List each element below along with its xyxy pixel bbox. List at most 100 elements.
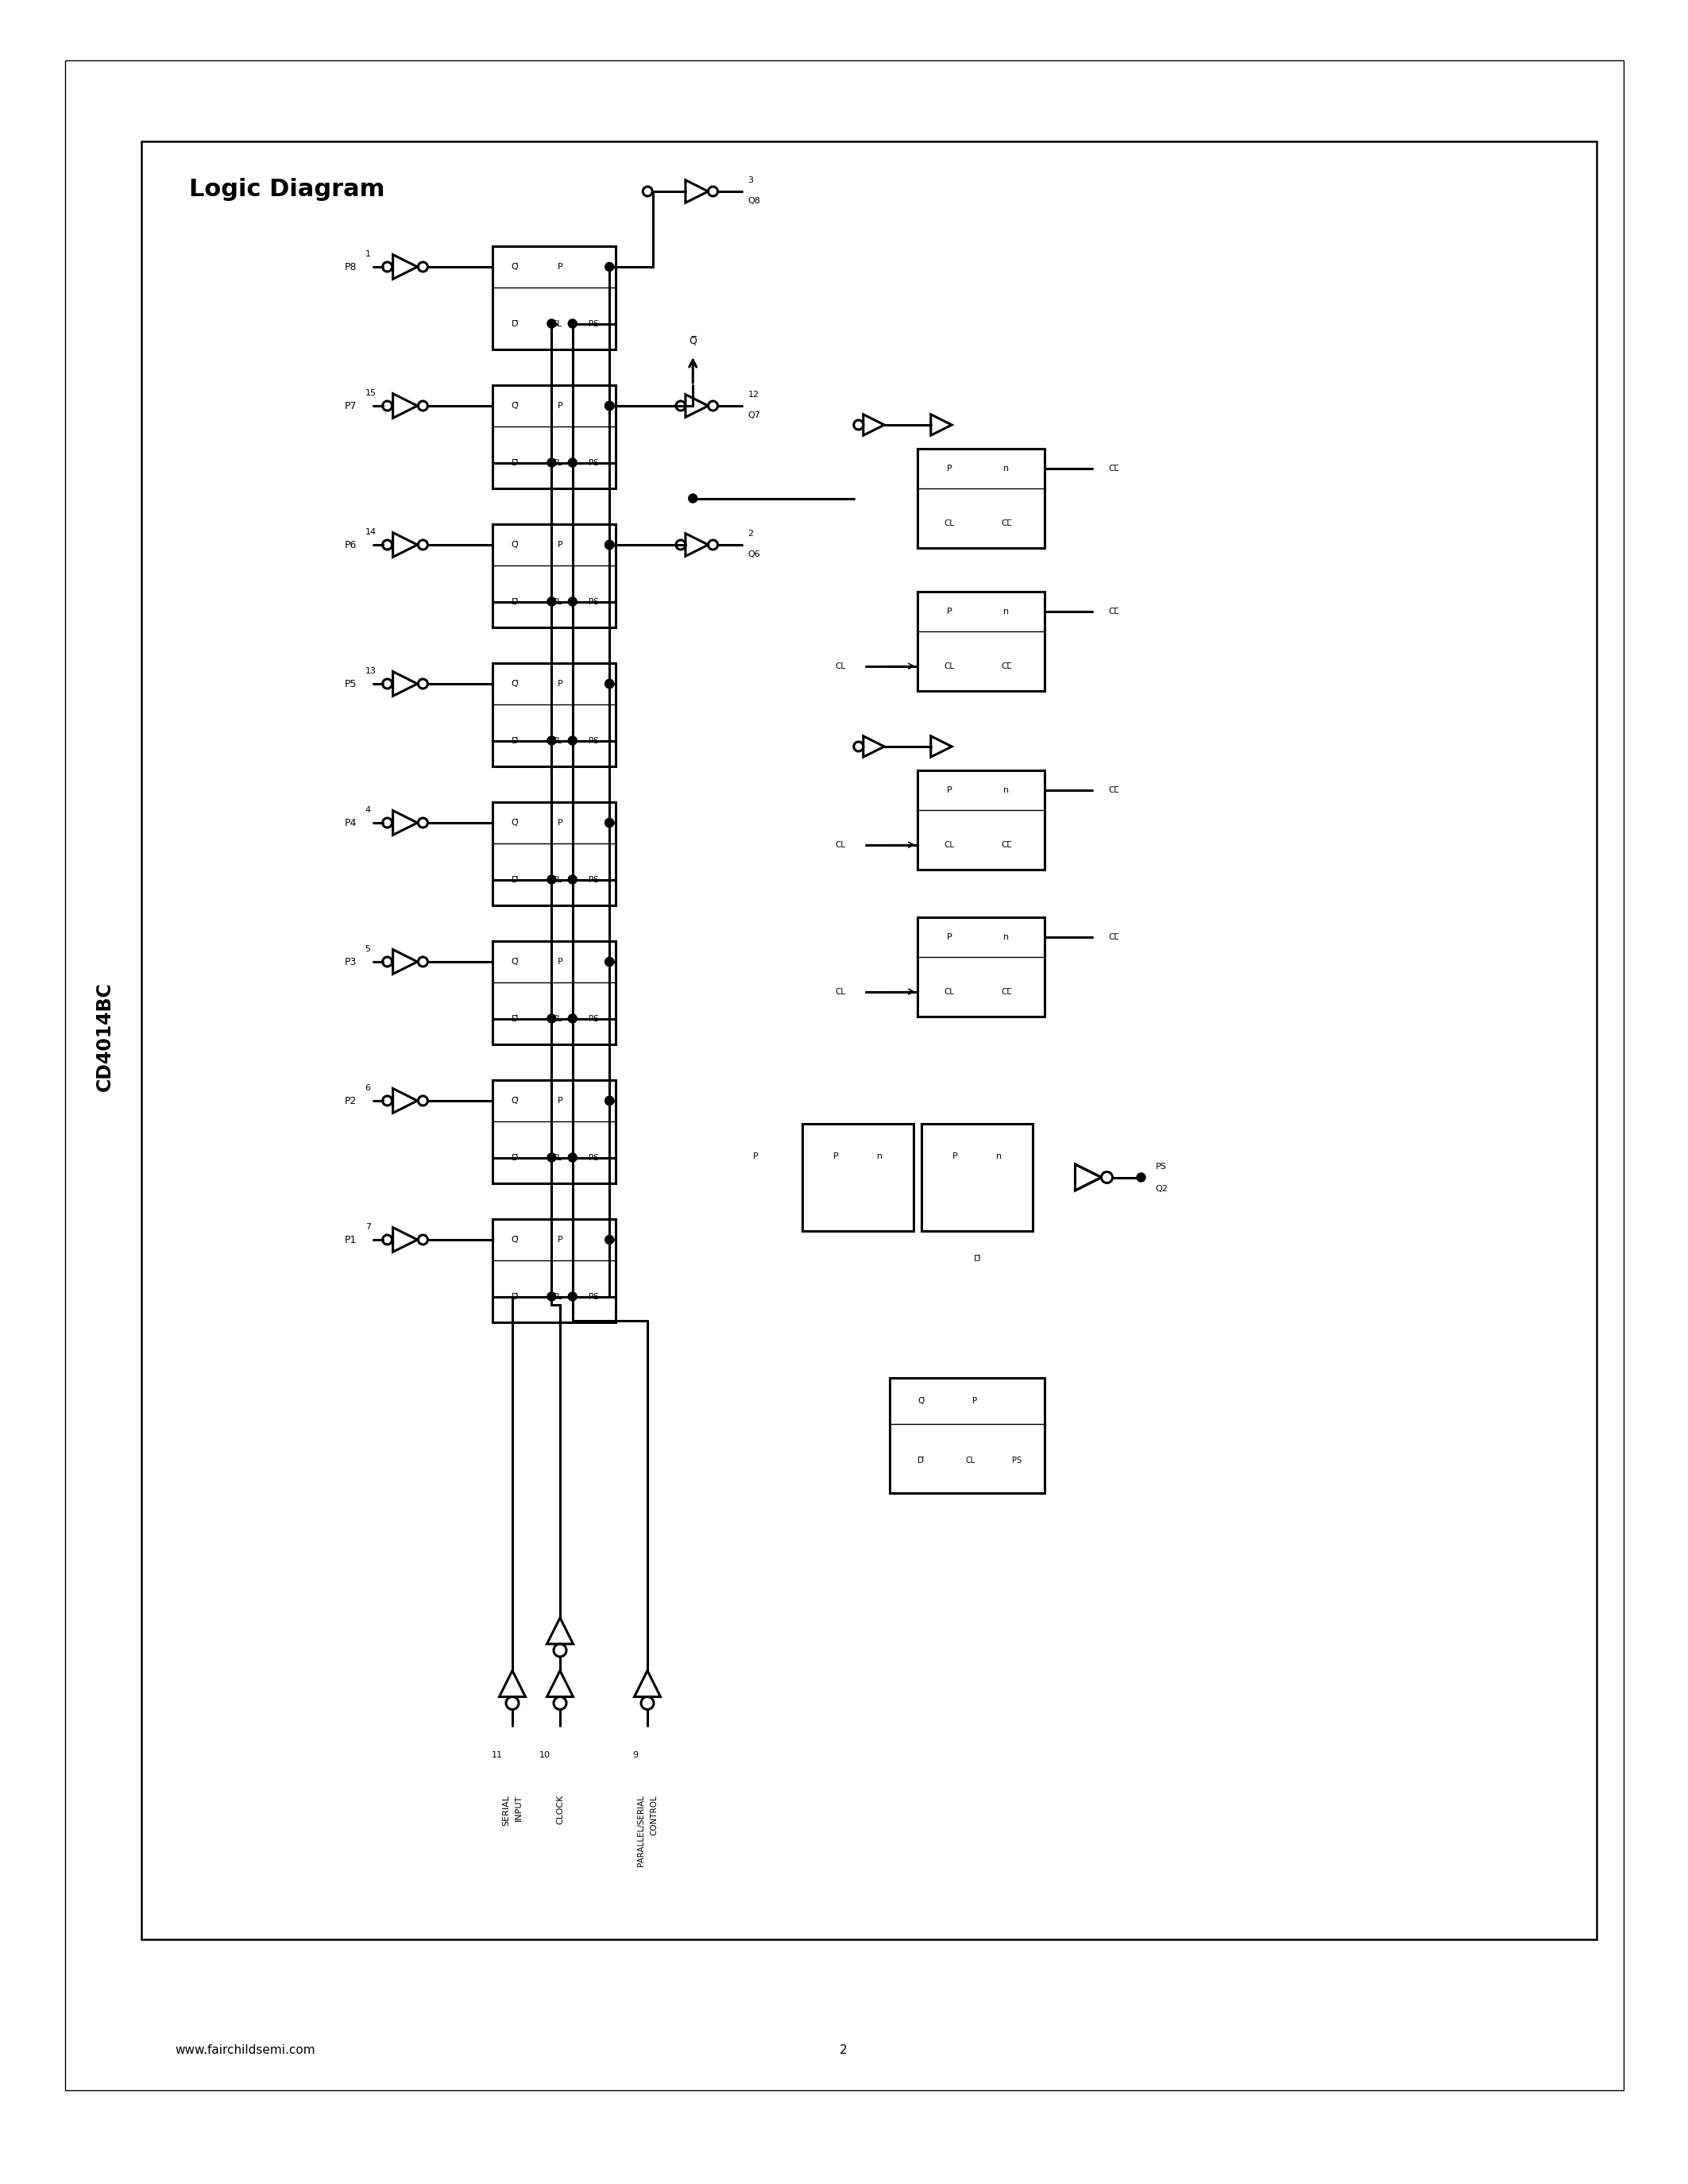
Text: CL: CL xyxy=(552,319,562,328)
Circle shape xyxy=(547,876,555,885)
Text: PS: PS xyxy=(589,876,599,885)
Text: CL̅: CL̅ xyxy=(1001,662,1011,670)
Circle shape xyxy=(604,539,614,548)
Circle shape xyxy=(383,957,392,968)
Circle shape xyxy=(604,402,614,411)
Text: 3: 3 xyxy=(748,177,753,183)
Text: P5: P5 xyxy=(344,679,358,688)
Text: P: P xyxy=(952,1151,957,1160)
Bar xyxy=(493,941,616,1044)
Circle shape xyxy=(569,1153,577,1162)
Circle shape xyxy=(547,1013,555,1022)
Circle shape xyxy=(604,1096,614,1105)
Text: CL: CL xyxy=(552,1293,562,1299)
Text: CLOCK: CLOCK xyxy=(555,1795,564,1824)
Circle shape xyxy=(383,539,392,550)
Text: PS: PS xyxy=(589,736,599,745)
Text: CL: CL xyxy=(944,520,954,526)
Bar xyxy=(922,1125,1033,1232)
Text: CL: CL xyxy=(836,841,846,850)
Circle shape xyxy=(569,596,577,605)
Text: CL̅: CL̅ xyxy=(1107,933,1119,941)
Text: 12: 12 xyxy=(748,391,760,400)
Text: PS: PS xyxy=(589,459,599,467)
Text: CD4014BC: CD4014BC xyxy=(95,983,115,1092)
Circle shape xyxy=(604,819,614,828)
Circle shape xyxy=(419,539,427,550)
Circle shape xyxy=(604,402,614,411)
Circle shape xyxy=(604,957,614,965)
Text: CL̅: CL̅ xyxy=(1107,607,1119,616)
Circle shape xyxy=(547,1293,555,1302)
Bar xyxy=(493,524,616,627)
Circle shape xyxy=(604,1236,614,1245)
Text: D̅: D̅ xyxy=(511,1293,518,1299)
Text: CL: CL xyxy=(552,1016,562,1022)
Text: Q7: Q7 xyxy=(748,411,761,419)
Text: D̅: D̅ xyxy=(511,1016,518,1022)
Circle shape xyxy=(547,319,555,328)
Circle shape xyxy=(643,186,652,197)
Circle shape xyxy=(547,459,555,467)
Circle shape xyxy=(419,957,427,968)
Bar xyxy=(493,1219,616,1321)
Bar xyxy=(493,247,616,349)
Text: P: P xyxy=(557,1096,562,1105)
Text: CL: CL xyxy=(552,1153,562,1162)
Text: 1: 1 xyxy=(365,251,371,258)
Text: PS: PS xyxy=(589,1293,599,1299)
Text: P: P xyxy=(557,542,562,548)
Text: SERIAL: SERIAL xyxy=(501,1795,510,1826)
Text: D̅: D̅ xyxy=(511,876,518,885)
Text: Q̅: Q̅ xyxy=(511,679,518,688)
Text: P: P xyxy=(557,262,562,271)
Circle shape xyxy=(554,1697,567,1710)
Text: D̅: D̅ xyxy=(511,736,518,745)
Circle shape xyxy=(709,186,717,197)
Circle shape xyxy=(854,743,863,751)
Bar xyxy=(890,1378,1045,1494)
Bar xyxy=(493,1081,616,1184)
Text: PS: PS xyxy=(1011,1457,1021,1465)
Bar xyxy=(918,592,1045,690)
Text: CL̅: CL̅ xyxy=(1107,465,1119,472)
Bar xyxy=(142,142,1597,1939)
Circle shape xyxy=(1101,1173,1112,1184)
Circle shape xyxy=(419,819,427,828)
Text: CL: CL xyxy=(836,987,846,996)
Circle shape xyxy=(569,1013,577,1022)
Text: CL: CL xyxy=(552,876,562,885)
Bar xyxy=(802,1125,913,1232)
Text: n: n xyxy=(878,1151,883,1160)
Text: P: P xyxy=(947,465,952,472)
Text: P7: P7 xyxy=(344,400,358,411)
Circle shape xyxy=(383,1234,392,1245)
Text: CL̅: CL̅ xyxy=(1107,786,1119,795)
Text: P: P xyxy=(557,819,562,828)
Circle shape xyxy=(675,539,685,550)
Text: 14: 14 xyxy=(365,529,376,535)
Circle shape xyxy=(854,419,863,430)
Text: P4: P4 xyxy=(344,817,358,828)
Text: CL̅: CL̅ xyxy=(1001,841,1011,850)
Text: 5: 5 xyxy=(365,946,371,952)
Circle shape xyxy=(641,1697,653,1710)
Circle shape xyxy=(547,736,555,745)
Text: P6: P6 xyxy=(344,539,358,550)
Text: P: P xyxy=(947,933,952,941)
Text: D̅: D̅ xyxy=(511,598,518,605)
Circle shape xyxy=(383,1096,392,1105)
Text: 6: 6 xyxy=(365,1083,371,1092)
Text: P: P xyxy=(557,402,562,411)
Text: P: P xyxy=(972,1398,977,1404)
Text: 7: 7 xyxy=(365,1223,371,1232)
Text: Q̅: Q̅ xyxy=(511,1096,518,1105)
Text: n: n xyxy=(996,1151,1003,1160)
Text: CL: CL xyxy=(944,841,954,850)
Circle shape xyxy=(419,1234,427,1245)
Circle shape xyxy=(604,402,614,411)
Circle shape xyxy=(419,402,427,411)
Circle shape xyxy=(419,262,427,271)
Text: Q2: Q2 xyxy=(1155,1184,1168,1192)
Text: P3: P3 xyxy=(344,957,358,968)
